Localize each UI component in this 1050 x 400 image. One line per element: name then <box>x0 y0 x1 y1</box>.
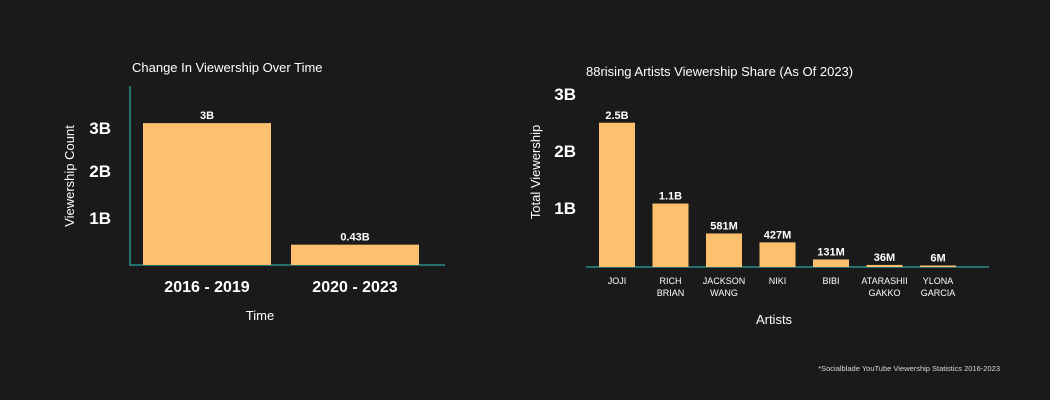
footnote: *Socialblade YouTube Viewership Statisti… <box>818 364 1000 373</box>
chart2-x-tick-label: BIBI <box>822 276 839 286</box>
chart2-x-tick-label: GARCIA <box>921 288 956 298</box>
chart1-data-label: 0.43B <box>340 232 369 244</box>
chart2-bar <box>759 242 796 267</box>
chart2-x-tick-label: JACKSON <box>703 276 746 286</box>
chart1-title: Change In Viewership Over Time <box>132 60 323 75</box>
chart1-bar <box>291 244 419 265</box>
chart2-data-label: 581M <box>710 220 738 232</box>
chart1-x-tick-label: 2016 - 2019 <box>164 279 250 296</box>
chart2-x-tick-label: JOJI <box>608 276 627 286</box>
chart2-x-tick-label: GAKKO <box>868 288 900 298</box>
chart2-bar <box>813 259 849 267</box>
chart2-data-label: 6M <box>930 253 945 265</box>
chart2-data-label: 131M <box>817 246 845 258</box>
chart2-ylabel: Total Viewership <box>528 125 543 219</box>
chart2-x-tick-label: YLONA <box>923 276 954 286</box>
chart1-ylabel: Viewership Count <box>62 125 77 227</box>
chart2-data-label: 2.5B <box>605 110 628 122</box>
chart1-data-label: 3B <box>200 110 214 122</box>
chart2-data-label: 36M <box>874 252 895 264</box>
chart1-ytick-label: 1B <box>89 209 111 228</box>
chart2-x-tick-label: NIKI <box>769 276 787 286</box>
chart2-data-label: 1.1B <box>659 191 682 203</box>
chart2-bar <box>706 233 742 267</box>
chart2-data-label: 427M <box>764 229 792 241</box>
chart1-ytick-label: 2B <box>89 162 111 181</box>
chart2-x-tick-label: ATARASHII <box>861 276 907 286</box>
chart2-bar <box>599 122 635 267</box>
chart2-x-tick-label: BRIAN <box>657 288 685 298</box>
chart2-x-tick-label: RICH <box>660 276 682 286</box>
chart1-xlabel: Time <box>246 308 274 323</box>
chart2-title: 88rising Artists Viewership Share (As Of… <box>586 64 853 79</box>
chart2-bar <box>652 203 689 267</box>
chart1-x-tick-label: 2020 - 2023 <box>312 279 398 296</box>
chart2-bar <box>866 264 903 267</box>
chart2-bar <box>920 265 956 267</box>
chart2-ytick-label: 3B <box>554 85 576 104</box>
chart1-bar <box>143 123 271 265</box>
chart1-ytick-label: 3B <box>89 119 111 138</box>
chart2-xlabel: Artists <box>756 312 793 327</box>
chart2-ytick-label: 2B <box>554 142 576 161</box>
chart2-ytick-label: 1B <box>554 199 576 218</box>
chart2-x-tick-label: WANG <box>710 288 738 298</box>
